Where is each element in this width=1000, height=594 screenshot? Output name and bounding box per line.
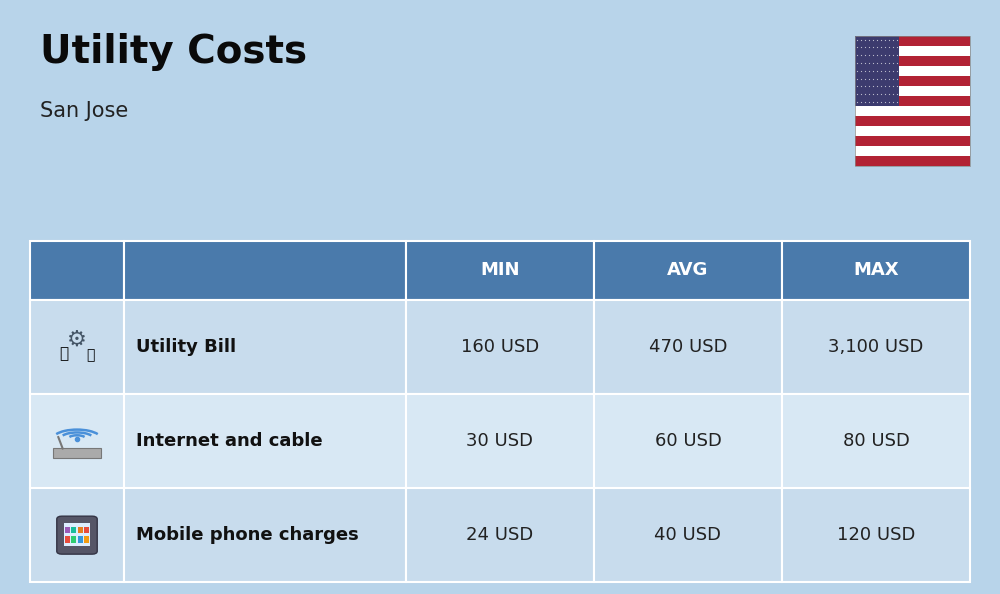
- Bar: [64, 523, 90, 546]
- Bar: [406, 488, 594, 582]
- Bar: [71, 536, 76, 542]
- Text: Mobile phone charges: Mobile phone charges: [136, 526, 359, 544]
- Bar: [84, 527, 89, 533]
- Bar: [855, 36, 970, 166]
- Bar: [30, 241, 124, 301]
- Bar: [594, 241, 782, 301]
- Text: 3,100 USD: 3,100 USD: [828, 339, 924, 356]
- Bar: [855, 36, 970, 46]
- Text: 470 USD: 470 USD: [649, 339, 727, 356]
- Bar: [594, 488, 782, 582]
- Bar: [782, 488, 970, 582]
- Bar: [65, 527, 70, 533]
- Text: San Jose: San Jose: [40, 101, 128, 121]
- Bar: [855, 106, 970, 116]
- Bar: [855, 36, 899, 106]
- Bar: [124, 241, 406, 301]
- Bar: [124, 394, 406, 488]
- Bar: [406, 301, 594, 394]
- Bar: [855, 146, 970, 156]
- Bar: [84, 536, 89, 542]
- Bar: [855, 116, 970, 126]
- Text: 80 USD: 80 USD: [843, 432, 909, 450]
- Bar: [53, 448, 101, 458]
- Bar: [78, 536, 83, 542]
- Text: 60 USD: 60 USD: [655, 432, 721, 450]
- Bar: [855, 66, 970, 76]
- Bar: [782, 394, 970, 488]
- Bar: [30, 488, 124, 582]
- Text: 40 USD: 40 USD: [654, 526, 722, 544]
- Bar: [594, 301, 782, 394]
- Bar: [406, 241, 594, 301]
- Text: MAX: MAX: [853, 261, 899, 279]
- Bar: [855, 126, 970, 136]
- Bar: [855, 156, 970, 166]
- Bar: [124, 301, 406, 394]
- FancyBboxPatch shape: [57, 516, 97, 554]
- Text: MIN: MIN: [480, 261, 520, 279]
- Bar: [855, 76, 970, 86]
- Text: Utility Bill: Utility Bill: [136, 339, 236, 356]
- Bar: [124, 488, 406, 582]
- Bar: [855, 86, 970, 96]
- Bar: [782, 241, 970, 301]
- Bar: [855, 96, 970, 106]
- Bar: [71, 527, 76, 533]
- Bar: [594, 394, 782, 488]
- Text: 📷: 📷: [86, 348, 94, 362]
- Text: 30 USD: 30 USD: [466, 432, 534, 450]
- Bar: [65, 536, 70, 542]
- Bar: [30, 301, 124, 394]
- Text: Utility Costs: Utility Costs: [40, 33, 307, 71]
- Text: 24 USD: 24 USD: [466, 526, 534, 544]
- Text: ⚙: ⚙: [67, 330, 87, 349]
- Bar: [855, 56, 970, 66]
- Bar: [30, 394, 124, 488]
- Text: 🔌: 🔌: [59, 346, 69, 361]
- Bar: [78, 527, 83, 533]
- Text: 120 USD: 120 USD: [837, 526, 915, 544]
- Text: AVG: AVG: [667, 261, 709, 279]
- Bar: [855, 46, 970, 56]
- Text: 160 USD: 160 USD: [461, 339, 539, 356]
- Bar: [406, 394, 594, 488]
- Bar: [782, 301, 970, 394]
- Bar: [855, 136, 970, 146]
- Text: Internet and cable: Internet and cable: [136, 432, 323, 450]
